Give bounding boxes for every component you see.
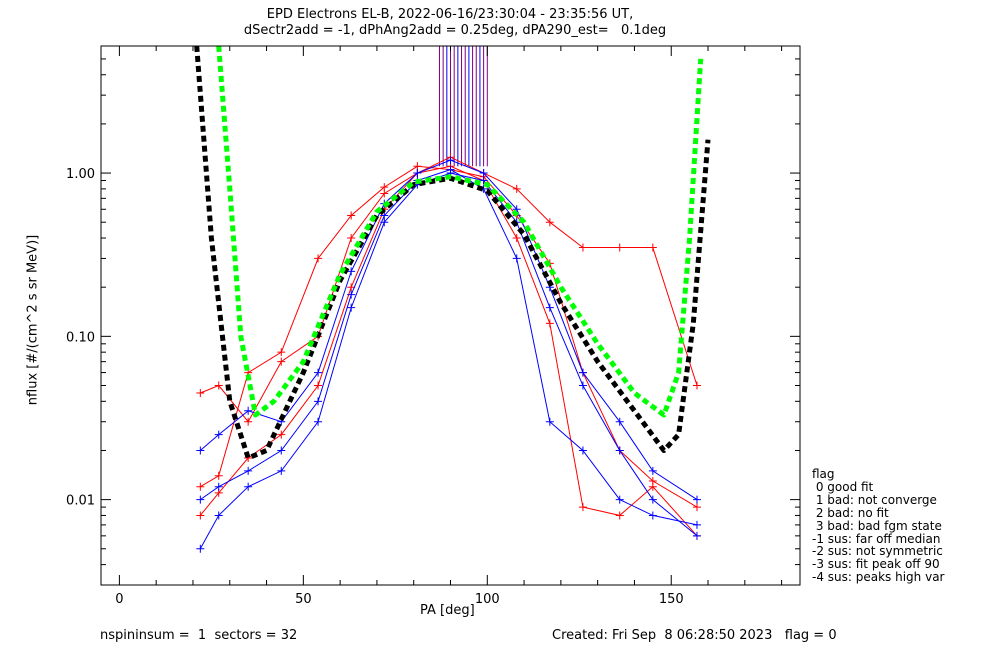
legend-title: flag [812, 467, 835, 481]
data-point-marker [446, 156, 455, 165]
data-point-marker [615, 417, 624, 426]
series-line-blue [199, 159, 698, 501]
data-point-marker [214, 511, 223, 520]
data-point-marker [479, 176, 488, 185]
data-point-marker [380, 189, 389, 198]
data-point-marker [244, 417, 253, 426]
data-point-marker [692, 531, 701, 540]
data-point-marker [648, 482, 657, 491]
data-point-marker [615, 243, 624, 252]
y-tick-label: 0.10 [66, 330, 95, 345]
x-tick-label: 100 [475, 592, 500, 607]
data-point-marker [648, 495, 657, 504]
data-point-marker [512, 184, 521, 193]
data-point-marker [578, 368, 587, 377]
legend-item: -3 sus: fit peak off 90 [812, 557, 940, 572]
data-point-marker [479, 169, 488, 178]
data-point-marker [578, 503, 587, 512]
fit-curve-green [216, 46, 704, 418]
y-tick-label: 0.01 [66, 494, 95, 509]
flag-legend: flag 0 good fit 1 bad: not converge 2 ba… [812, 468, 944, 584]
legend-item: -2 sus: not symmetric [812, 544, 943, 559]
data-point-marker [277, 430, 286, 439]
data-point-marker [347, 267, 356, 276]
data-point-marker [214, 482, 223, 491]
x-axis-label: PA [deg] [420, 603, 475, 618]
chart-title: EPD Electrons EL-B, 2022-06-16/23:30:04 … [266, 7, 634, 22]
data-point-marker [615, 446, 624, 455]
x-tick-label: 0 [115, 592, 123, 607]
data-point-marker [196, 482, 205, 491]
chart-subtitle: dSectr2add = -1, dPhAng2add = 0.25deg, d… [243, 23, 667, 38]
legend-item: -1 sus: far off median [812, 531, 941, 546]
data-point-marker [512, 234, 521, 243]
data-point-marker [314, 397, 323, 406]
data-point-marker [314, 368, 323, 377]
y-axis-label: nflux [#/(cm^2 s sr MeV)] [25, 234, 41, 406]
data-point-marker [277, 466, 286, 475]
data-point-marker [277, 357, 286, 366]
data-point-marker [545, 319, 554, 328]
data-point-marker [648, 511, 657, 520]
data-point-marker [347, 211, 356, 220]
data-point-marker [578, 243, 587, 252]
footer-left: nspininsum = 1 sectors = 32 [100, 628, 298, 643]
data-point-marker [692, 520, 701, 529]
data-point-marker [615, 511, 624, 520]
data-point-marker [347, 303, 356, 312]
data-point-marker [244, 482, 253, 491]
data-point-marker [196, 388, 205, 397]
series-line-blue [199, 172, 698, 550]
footer-right: Created: Fri Sep 8 06:28:50 2023 flag = … [552, 628, 837, 643]
data-point-marker [314, 417, 323, 426]
legend-item: 3 bad: bad fgm state [812, 518, 942, 533]
data-point-marker [196, 511, 205, 520]
data-point-marker [615, 495, 624, 504]
legend-item: -4 sus: peaks high var [812, 570, 945, 585]
data-point-marker [214, 471, 223, 480]
fit-curve-black [194, 46, 711, 461]
data-point-marker [578, 446, 587, 455]
data-point-marker [347, 290, 356, 299]
legend-item: 2 bad: no fit [812, 505, 889, 520]
data-point-marker [196, 495, 205, 504]
data-point-marker [545, 417, 554, 426]
data-point-marker [692, 381, 701, 390]
series-line-blue [200, 169, 698, 526]
data-point-marker [648, 243, 657, 252]
y-tick-label: 1.00 [66, 167, 95, 182]
data-point-marker [413, 169, 422, 178]
data-point-marker [244, 406, 253, 415]
data-point-marker [380, 218, 389, 227]
data-point-marker [196, 544, 205, 553]
data-point-marker [347, 234, 356, 243]
data-point-marker [578, 381, 587, 390]
data-point-marker [314, 254, 323, 263]
data-point-marker [314, 381, 323, 390]
data-point-marker [214, 430, 223, 439]
data-point-marker [214, 381, 223, 390]
data-point-marker [545, 303, 554, 312]
data-point-marker [545, 218, 554, 227]
data-point-marker [277, 446, 286, 455]
data-point-marker [277, 348, 286, 357]
x-tick-label: 150 [659, 592, 684, 607]
series-line-red [199, 165, 698, 537]
legend-item: 0 good fit [812, 479, 874, 494]
series-line-red [200, 165, 698, 508]
data-point-marker [692, 503, 701, 512]
data-point-marker [413, 162, 422, 171]
data-point-marker [244, 466, 253, 475]
x-tick-label: 50 [295, 592, 312, 607]
series-line-red [200, 156, 698, 423]
data-point-marker [196, 446, 205, 455]
data-point-marker [648, 466, 657, 475]
data-point-marker [692, 495, 701, 504]
data-point-marker [380, 211, 389, 220]
legend-item: 1 bad: not converge [812, 492, 937, 507]
data-point-marker [512, 254, 521, 263]
